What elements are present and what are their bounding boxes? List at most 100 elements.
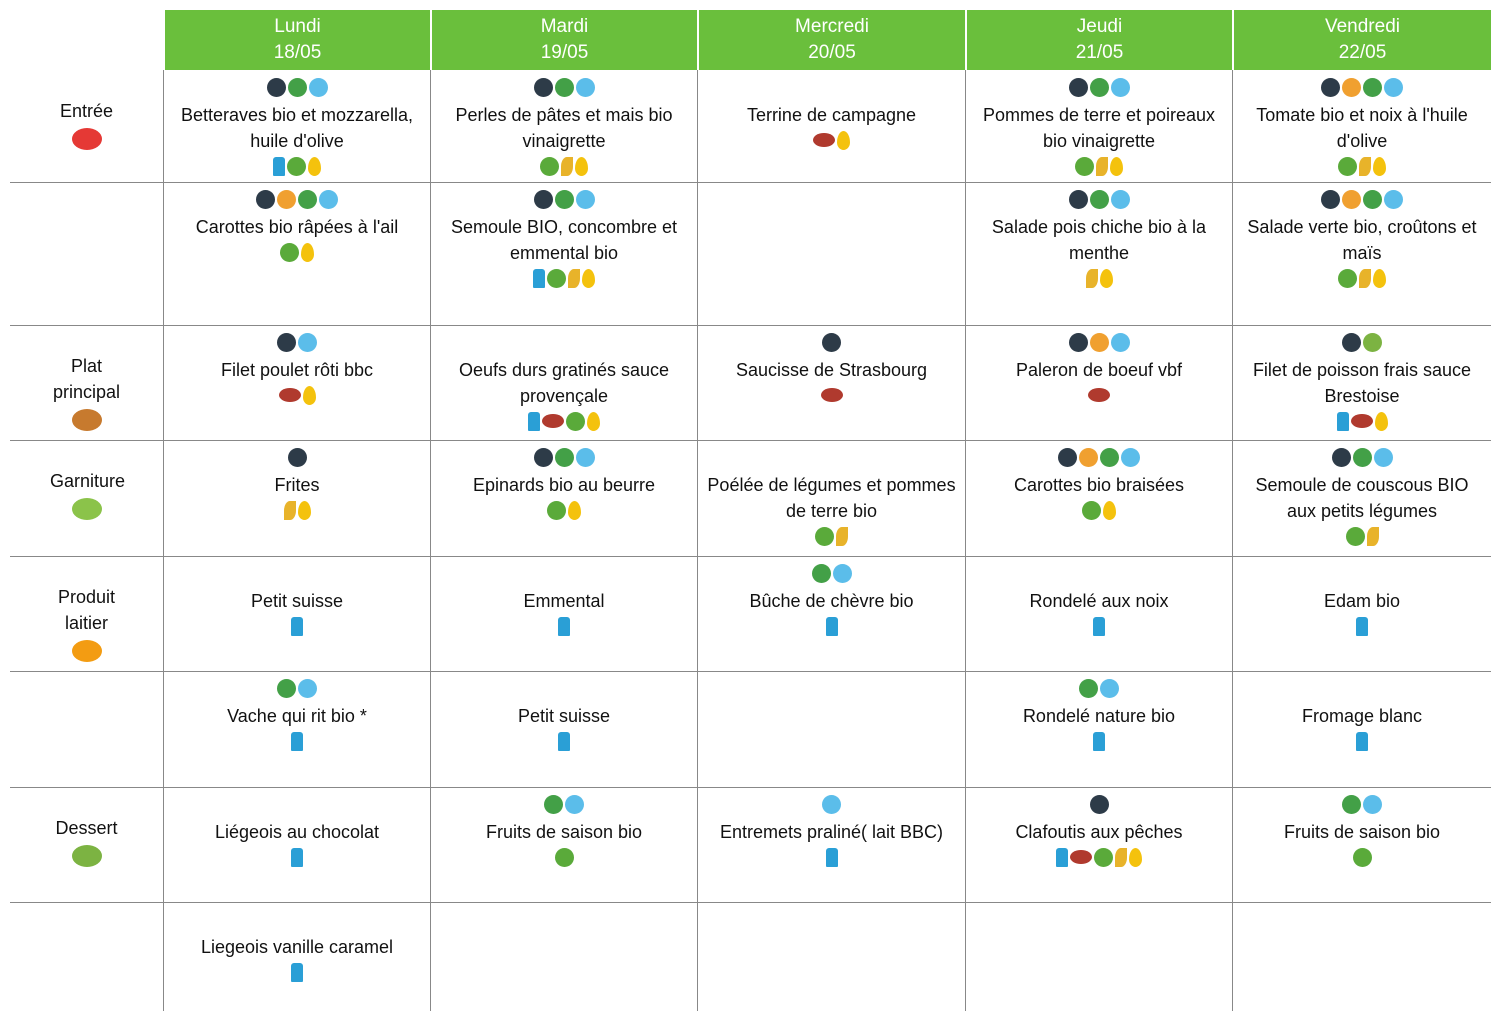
menu-cell: Terrine de campagne [698, 72, 965, 152]
label-icon [568, 268, 580, 288]
bottom-icons [1233, 845, 1491, 869]
label-icon [1056, 847, 1068, 867]
dish-name: Rondelé nature bio [1022, 706, 1176, 726]
menu-cell: Rondelé nature bio [966, 673, 1232, 753]
label-icon [1085, 268, 1098, 288]
top-icons [431, 789, 697, 819]
label-icon [298, 332, 317, 352]
label-icon [277, 332, 296, 352]
menu-cell: Paleron de boeuf vbf [966, 327, 1232, 407]
label-icon [547, 500, 566, 520]
menu-cell: Salade pois chiche bio à la menthe [966, 184, 1232, 290]
label-icon [1338, 268, 1357, 288]
top-icons [164, 184, 430, 214]
label-icon [1093, 616, 1105, 636]
label-icon [825, 616, 838, 636]
label-icon [1342, 794, 1361, 814]
bottom-icons [1233, 409, 1491, 433]
label-icon [1070, 850, 1092, 864]
label-icon [1356, 616, 1368, 636]
dish-name: Semoule BIO, concombre et emmental bio [450, 217, 678, 263]
label-icon [554, 77, 574, 97]
menu-cell: Edam bio [1233, 558, 1491, 638]
label-icon [1374, 411, 1388, 431]
menu-cell: Filet poulet rôti bbc [164, 327, 430, 407]
menu-cell: Carottes bio braisées [966, 442, 1232, 522]
day-name: Vendredi [1324, 16, 1400, 37]
dish-name: Emmental [523, 591, 605, 611]
label-icon [1079, 447, 1098, 467]
dish-name: Fromage blanc [1301, 706, 1423, 726]
day-name: Mercredi [795, 16, 869, 37]
label-icon [825, 847, 838, 867]
bottom-icons [431, 266, 697, 290]
menu-cell: Oeufs durs gratinés sauce provençale [431, 327, 697, 433]
label-icon [568, 500, 581, 520]
label-icon [1342, 189, 1361, 209]
menu-cell: Pommes de terre et poireaux bio vinaigre… [966, 72, 1232, 178]
label-icon [533, 77, 553, 97]
label-icon [291, 847, 303, 867]
menu-cell: Petit suisse [164, 558, 430, 638]
dish-name: Terrine de campagne [746, 105, 917, 125]
category-label: Entrée [10, 98, 163, 154]
menu-cell: Betteraves bio et mozzarella, huile d'ol… [164, 72, 430, 178]
label-icon [1110, 189, 1130, 209]
label-icon [1110, 156, 1123, 176]
category-name: Entrée [59, 101, 114, 121]
label-icon [298, 189, 317, 209]
dish-name: Oeufs durs gratinés sauce provençale [458, 360, 670, 406]
label-icon [273, 156, 285, 176]
label-icon [1115, 847, 1127, 867]
label-icon [575, 447, 595, 467]
top-icons [164, 72, 430, 102]
menu-cell: Semoule de couscous BIO aux petits légum… [1233, 442, 1491, 548]
day-name: Jeudi [1076, 16, 1123, 37]
label-icon [1079, 678, 1098, 698]
bottom-icons [431, 729, 697, 753]
bottom-icons [164, 729, 430, 753]
bottom-icons [164, 154, 430, 178]
menu-cell: Liégeois au chocolat [164, 789, 430, 869]
bottom-icons [164, 240, 430, 264]
day-date: 19/05 [540, 42, 589, 63]
top-icons [966, 442, 1232, 472]
label-icon [837, 130, 850, 150]
label-icon [1342, 77, 1361, 97]
dish-name: Salade verte bio, croûtons et maïs [1247, 217, 1477, 263]
label-icon [277, 189, 296, 209]
label-icon [280, 242, 299, 262]
category-label: Garniture [10, 468, 163, 524]
top-icons [966, 327, 1232, 357]
label-icon [278, 388, 301, 402]
label-icon [822, 794, 841, 814]
menu-cell: Liegeois vanille caramel [164, 904, 430, 984]
category-name: Dessert [55, 818, 118, 838]
menu-cell: Poélée de légumes et pommes de terre bio [698, 442, 965, 548]
top-icons [1233, 327, 1491, 357]
bottom-icons [966, 498, 1232, 522]
menu-cell: Emmental [431, 558, 697, 638]
label-icon [291, 616, 303, 636]
label-icon [542, 414, 564, 428]
top-icons [431, 673, 697, 703]
label-icon [287, 447, 307, 467]
label-icon [533, 447, 553, 467]
top-icons [1233, 442, 1491, 472]
menu-cell: Bûche de chèvre bio [698, 558, 965, 638]
top-icons [698, 558, 965, 588]
row-line [10, 556, 1491, 557]
dish-name: Liegeois vanille caramel [200, 937, 394, 957]
label-icon [1359, 156, 1371, 176]
bottom-icons [698, 383, 965, 407]
bottom-icons [1233, 524, 1491, 548]
dish-name: Salade pois chiche bio à la menthe [991, 217, 1207, 263]
label-icon [822, 332, 841, 352]
menu-cell: Fruits de saison bio [1233, 789, 1491, 869]
label-icon [302, 385, 316, 405]
menu-cell: Semoule BIO, concombre et emmental bio [431, 184, 697, 290]
bottom-icons [966, 154, 1232, 178]
top-icons [966, 184, 1232, 214]
label-icon [1350, 414, 1373, 428]
day-header: Mercredi 20/05 [697, 10, 965, 70]
